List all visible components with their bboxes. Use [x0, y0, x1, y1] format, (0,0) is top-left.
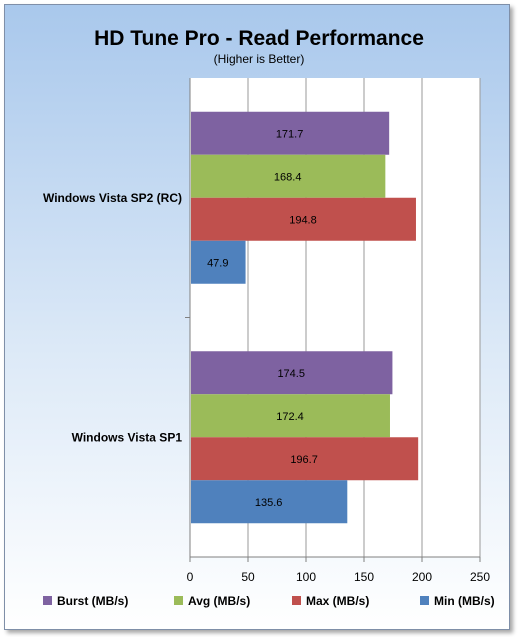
- bar: [191, 437, 419, 481]
- x-tick-label: 0: [187, 570, 194, 584]
- data-label: 171.7: [276, 128, 304, 140]
- bars-group: 171.7 168.4 194.8 47.9 174.5 172.4 196.7 135.6: [191, 111, 419, 524]
- data-label: 196.7: [290, 454, 318, 466]
- legend-label: Burst (MB/s): [57, 594, 128, 608]
- data-label: 194.8: [289, 214, 317, 226]
- data-label: 172.4: [276, 411, 304, 423]
- legend-label: Avg (MB/s): [188, 594, 250, 608]
- bar: [191, 197, 416, 241]
- x-tick-labels: 0 50 100 150 200 250: [187, 570, 491, 584]
- legend-swatch: [174, 596, 183, 605]
- data-label: 47.9: [207, 257, 228, 269]
- bar: [191, 351, 393, 395]
- legend-swatch: [420, 596, 429, 605]
- x-tick-label: 200: [412, 570, 432, 584]
- data-label: 135.6: [255, 497, 283, 509]
- data-label: 174.5: [277, 368, 305, 380]
- axes: [185, 78, 481, 562]
- category-label: Windows Vista SP2 (RC): [43, 191, 182, 205]
- x-tick-label: 50: [241, 570, 255, 584]
- category-label: Windows Vista SP1: [72, 430, 183, 444]
- legend-label: Max (MB/s): [306, 594, 369, 608]
- category-labels: Windows Vista SP2 (RC) Windows Vista SP1: [43, 191, 182, 445]
- x-tick-label: 250: [470, 570, 490, 584]
- bar: [191, 480, 348, 524]
- x-tick-label: 100: [296, 570, 316, 584]
- chart-subtitle: (Higher is Better): [214, 52, 305, 66]
- legend-swatch: [292, 596, 301, 605]
- bar: [191, 240, 246, 284]
- bar: [191, 154, 386, 198]
- legend: Burst (MB/s) Avg (MB/s) Max (MB/s) Min (MB/…: [43, 594, 495, 608]
- legend-label: Min (MB/s): [434, 594, 495, 608]
- bar: [191, 394, 390, 438]
- legend-swatch: [43, 596, 52, 605]
- data-label: 168.4: [274, 171, 302, 183]
- bar: [191, 111, 390, 155]
- chart-title: HD Tune Pro - Read Performance: [94, 27, 424, 50]
- x-tick-label: 150: [354, 570, 374, 584]
